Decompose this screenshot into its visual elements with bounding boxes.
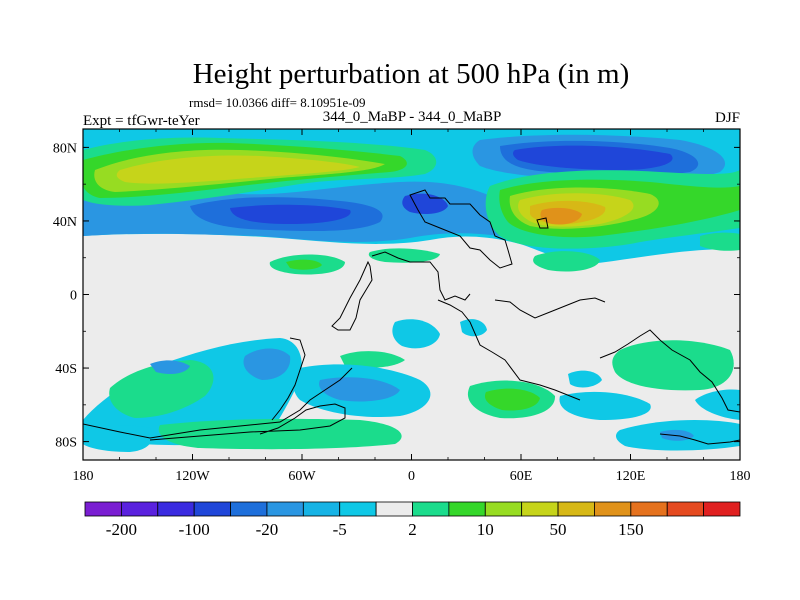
sh-blue-south-atlantic — [319, 377, 400, 402]
pacific-east-tail — [700, 232, 740, 251]
colorbar-swatch — [157, 501, 195, 517]
greenland-coast — [536, 217, 549, 229]
x-tick-label: 180 — [730, 469, 751, 484]
contour-field — [83, 129, 740, 460]
coastlines — [83, 189, 740, 445]
colorbar-label: -100 — [179, 520, 210, 539]
southern-africa-green — [340, 351, 405, 368]
antarctica-main-coast — [149, 403, 346, 441]
y-tick-label: 0 — [70, 289, 77, 304]
sh-green-southern-ocean — [158, 418, 402, 450]
stats-text: rmsd= 10.0366 diff= 8.10951e-09 — [189, 95, 366, 110]
x-axis: 180 120W 60W 0 60E 120E 180 — [73, 129, 751, 484]
y-tick-label: 80N — [53, 141, 77, 156]
x-tick-label: 60E — [510, 469, 533, 484]
nh-positive-core — [116, 155, 360, 184]
sh-cyan-antarctic-west — [83, 425, 153, 452]
x-tick-label: 120E — [616, 469, 646, 484]
colorbar-swatch — [84, 501, 122, 517]
sh-green-indian-core — [484, 388, 540, 411]
colorbar-swatch — [666, 501, 705, 517]
colorbar-swatch — [412, 501, 450, 517]
experiment-label: Expt = tfGwr-teYer — [83, 113, 200, 129]
north-america-core — [230, 204, 351, 224]
central-america-coast — [371, 251, 471, 301]
sh-green-pacific — [109, 360, 214, 418]
colorbar-swatch — [521, 501, 559, 517]
colorbar-label: 50 — [550, 520, 567, 539]
colorbar-swatch — [193, 501, 231, 517]
x-tick-label: 60W — [288, 469, 316, 484]
colorbar-label: -20 — [256, 520, 279, 539]
colorbar-label: 150 — [618, 520, 644, 539]
x-tick-label: 0 — [408, 469, 415, 484]
sh-cyan-indian-small — [568, 370, 602, 388]
colorbar-swatch — [594, 501, 632, 517]
antarctic-peninsula — [271, 337, 306, 421]
y-tick-label: 80S — [55, 436, 77, 451]
sh-blue-south-america — [243, 348, 291, 380]
colorbar-swatch — [339, 501, 377, 517]
colorbar-swatch — [266, 501, 304, 517]
central-asia-maximum — [540, 207, 582, 225]
y-tick-label: 40N — [53, 215, 77, 230]
colorbar-label: -5 — [333, 520, 347, 539]
tropics-green-west-core — [286, 259, 322, 270]
colorbar-swatch — [448, 501, 486, 517]
sh-cyan-indian-east — [559, 391, 651, 420]
colorbar-label: -200 — [106, 520, 137, 539]
colorbar-swatch — [230, 501, 268, 517]
chart-title: Height perturbation at 500 hPa (in m) — [193, 58, 630, 90]
colorbar-swatch — [302, 501, 341, 517]
season-label: DJF — [715, 110, 740, 126]
y-tick-label: 40S — [55, 362, 77, 377]
colorbar-swatch — [630, 501, 668, 517]
tropics-cyan-center — [392, 319, 440, 349]
sh-blue-pacific — [150, 360, 190, 374]
colorbar-swatch — [375, 501, 413, 517]
colorbar-swatch — [120, 501, 159, 517]
siberia-negative-core — [513, 145, 673, 170]
antarctica-west-coast — [83, 367, 353, 439]
colorbar-label: 10 — [477, 520, 494, 539]
colorbar: -200 -100 -20 -5 2 10 50 150 — [84, 501, 741, 539]
tropics-green-center — [368, 248, 440, 263]
colorbar-label: 2 — [408, 520, 417, 539]
x-tick-label: 180 — [73, 469, 94, 484]
tropics-cyan-africa — [460, 319, 487, 337]
tropics-green-east — [533, 251, 600, 272]
sh-green-australia — [612, 340, 734, 391]
africa-coast — [437, 299, 581, 401]
colorbar-swatch — [703, 501, 741, 517]
south-america-coast — [331, 260, 373, 331]
north-america-coast — [409, 189, 513, 269]
x-tick-label: 120W — [175, 469, 210, 484]
asia-indonesia-coast — [494, 297, 606, 319]
antarctica-east-coast — [659, 433, 740, 445]
colorbar-swatch — [484, 501, 523, 517]
australia-coast — [599, 329, 740, 413]
colorbar-swatch — [557, 501, 595, 517]
case-label: 344_0_MaBP - 344_0_MaBP — [323, 109, 502, 125]
atlantic-negative — [402, 193, 448, 214]
y-axis: 80N 40N 0 40S 80S — [53, 141, 740, 451]
sh-cyan-tasman — [695, 389, 740, 420]
